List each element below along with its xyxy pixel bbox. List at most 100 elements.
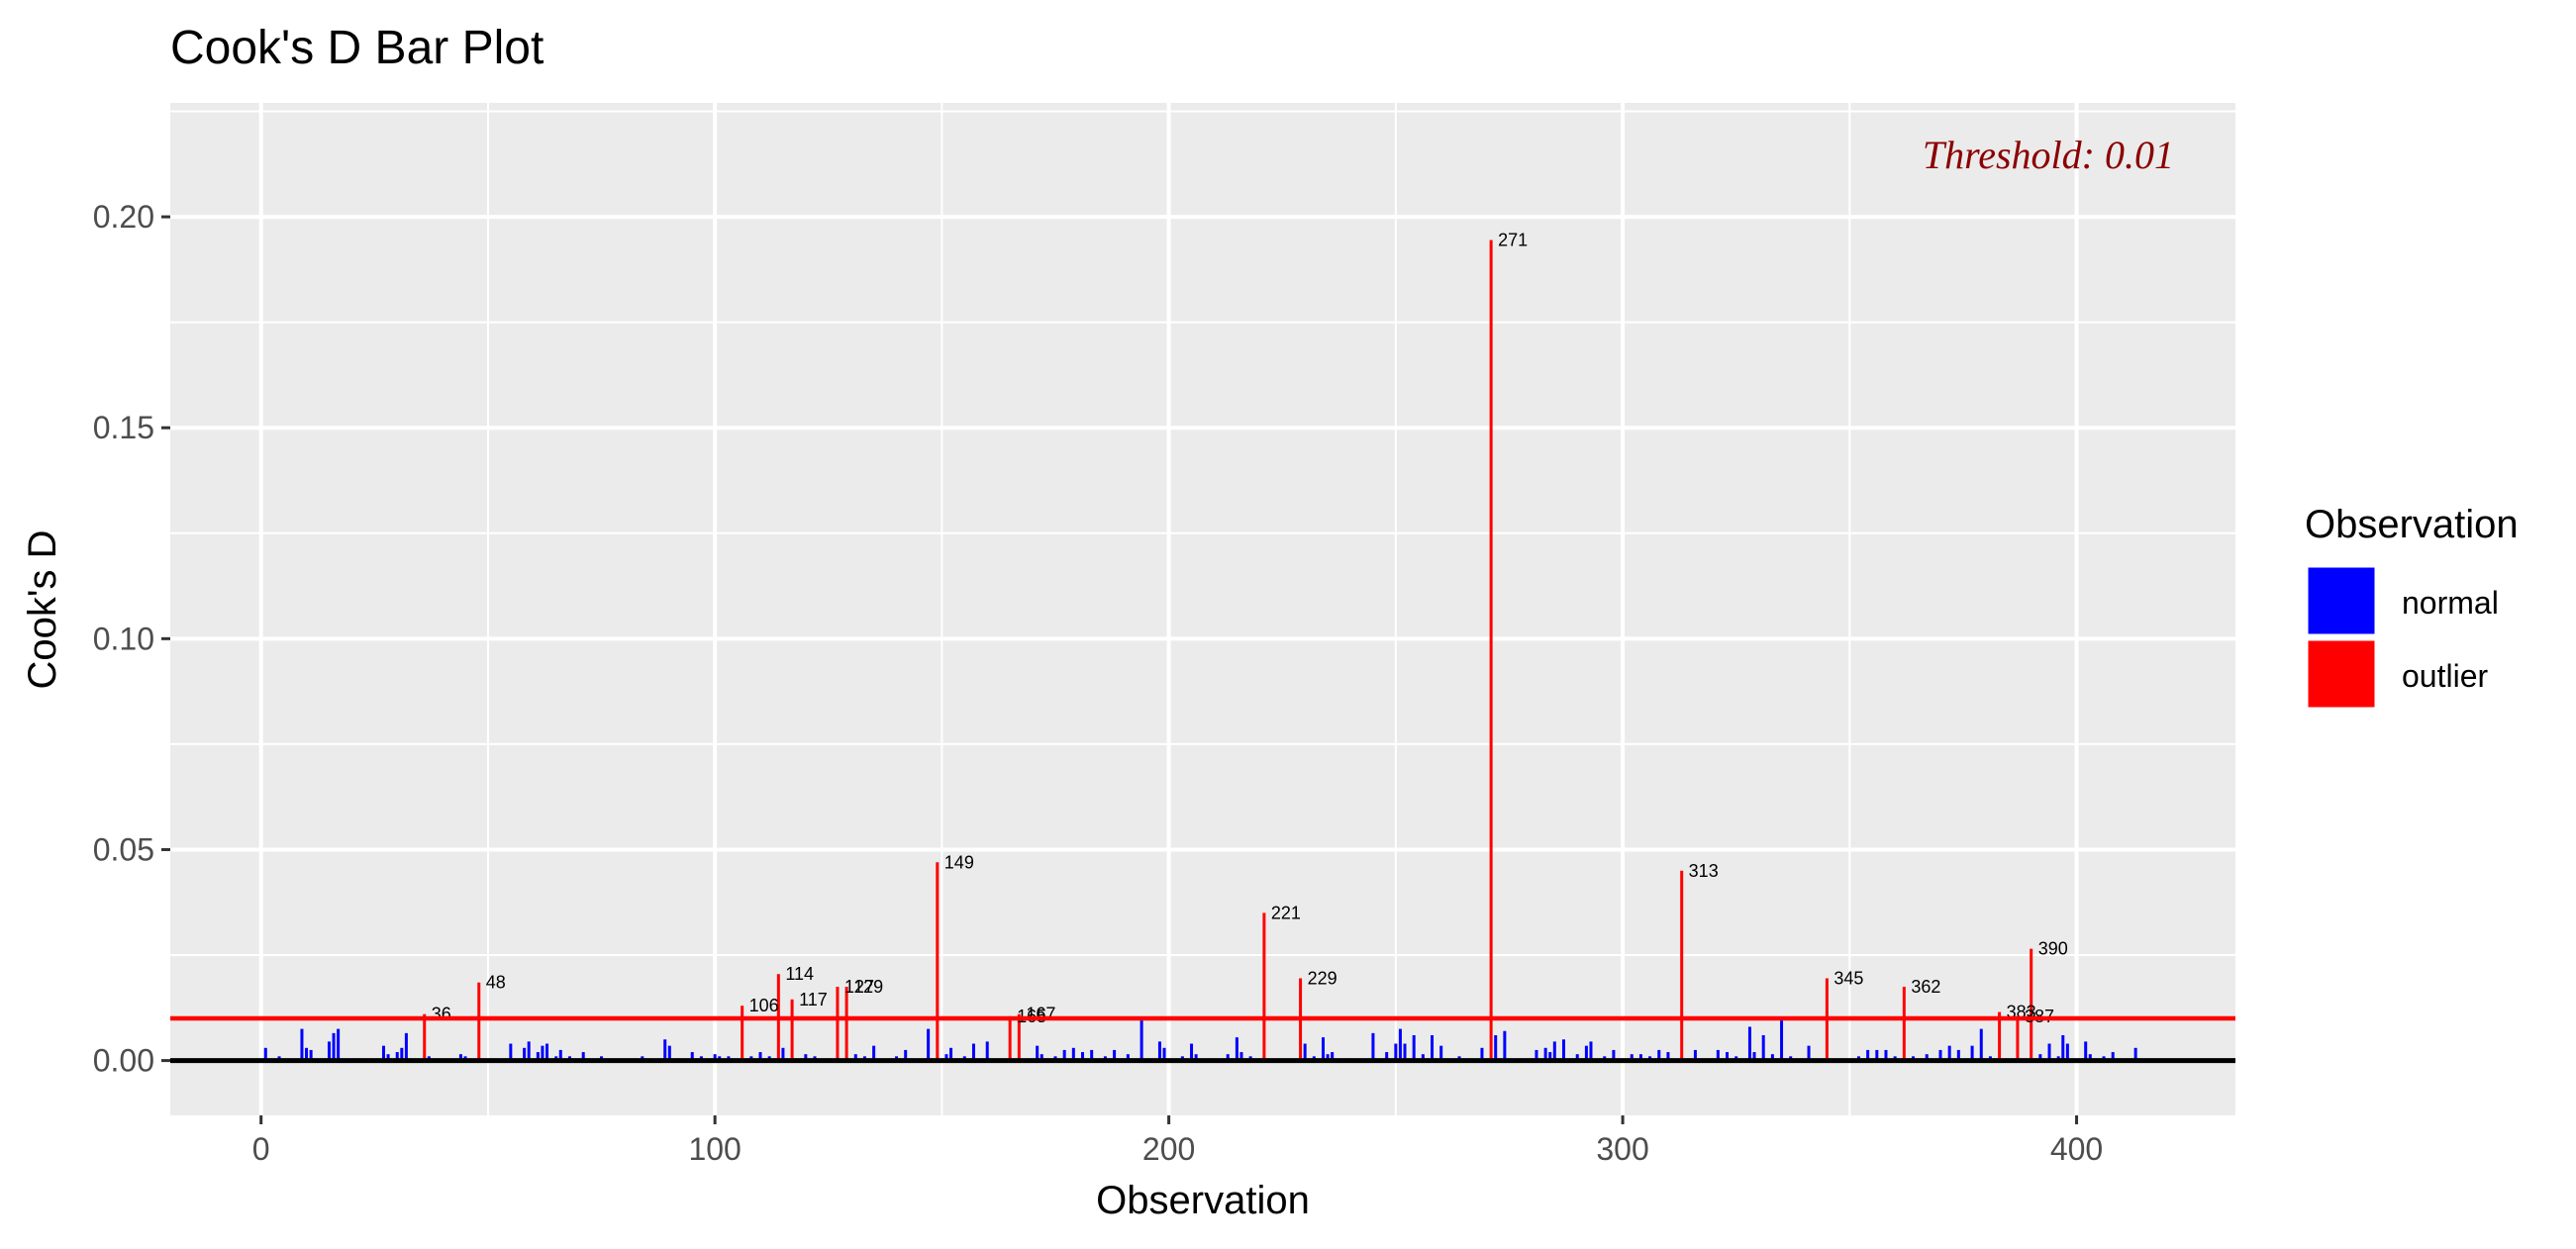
normal-bar: [804, 1054, 808, 1061]
normal-bar: [1157, 1041, 1161, 1061]
normal-bar: [2111, 1052, 2115, 1061]
outlier-bar-label: 390: [2038, 939, 2068, 959]
normal-bar: [1385, 1052, 1389, 1061]
threshold-annotation: Threshold: 0.01: [1923, 133, 2174, 177]
outlier-bar-label: 345: [1833, 968, 1863, 988]
legend-swatch-outlier: [2305, 637, 2378, 711]
normal-bar: [904, 1049, 908, 1061]
normal-bar: [927, 1028, 931, 1061]
normal-bar: [1239, 1052, 1243, 1061]
normal-bar: [581, 1052, 585, 1061]
outlier-bar-label: 117: [799, 990, 828, 1009]
legend-swatch-normal: [2305, 564, 2378, 637]
normal-bars: [263, 1020, 2137, 1061]
legend: Observation normal outlier: [2305, 503, 2519, 711]
normal-bar: [545, 1043, 549, 1061]
normal-bar: [1503, 1030, 1507, 1061]
y-axis-title: Cook's D: [21, 529, 64, 689]
normal-bar: [1326, 1054, 1330, 1061]
normal-bar: [1543, 1047, 1547, 1061]
normal-bar: [1752, 1052, 1756, 1061]
normal-bar: [1884, 1049, 1888, 1061]
normal-bar: [1394, 1043, 1398, 1061]
normal-bar: [2084, 1041, 2088, 1061]
outlier-bar-label: 229: [1308, 968, 1338, 988]
outlier-bar-label: 313: [1689, 861, 1719, 881]
normal-bar: [2065, 1043, 2069, 1061]
normal-bar: [1947, 1045, 1951, 1061]
normal-bar: [523, 1047, 527, 1061]
normal-bar: [1321, 1037, 1325, 1061]
normal-bar: [971, 1043, 975, 1061]
outlier-bar: [1017, 1013, 1021, 1061]
normal-bar: [853, 1054, 857, 1061]
y-tick-label: 0.20: [93, 199, 154, 235]
normal-bar: [1956, 1049, 1960, 1061]
normal-bar: [1226, 1054, 1230, 1061]
normal-bar: [1190, 1043, 1194, 1061]
normal-bar: [541, 1045, 545, 1061]
normal-bar: [1979, 1028, 1983, 1061]
outlier-bar: [741, 1006, 744, 1061]
normal-bar: [1589, 1041, 1593, 1061]
normal-bar: [1575, 1054, 1579, 1061]
outlier-bar-label: 114: [785, 964, 814, 984]
outlier-bar-label: 221: [1271, 903, 1301, 922]
normal-bar: [337, 1028, 341, 1061]
outlier-bar: [1902, 986, 1906, 1061]
normal-bar: [1303, 1043, 1307, 1061]
normal-bar: [509, 1043, 513, 1061]
y-tick-label: 0.10: [93, 621, 154, 656]
outlier-bar: [2016, 1015, 2020, 1061]
normal-bar: [1412, 1035, 1416, 1061]
normal-bar: [1561, 1039, 1565, 1061]
normal-bar: [781, 1047, 785, 1061]
normal-bar: [1938, 1049, 1942, 1061]
normal-bar: [2133, 1047, 2137, 1061]
grid-minor: [170, 103, 2235, 1115]
normal-bar: [1761, 1035, 1765, 1061]
normal-bar: [1747, 1026, 1751, 1061]
outlier-bar-label: 362: [1911, 977, 1940, 997]
normal-bar: [1036, 1045, 1040, 1061]
normal-bar: [1612, 1049, 1616, 1061]
normal-bar: [1062, 1049, 1066, 1061]
x-axis-ticks: 0 100 200 300 400: [252, 1115, 2103, 1167]
grid-major: [170, 103, 2235, 1115]
outlier-bar: [836, 986, 840, 1061]
normal-bar: [395, 1052, 399, 1061]
normal-bar: [1638, 1054, 1642, 1061]
normal-bar: [1439, 1045, 1443, 1061]
normal-bar: [400, 1047, 404, 1061]
y-tick-label: 0.00: [93, 1043, 154, 1079]
chart-title: Cook's D Bar Plot: [170, 22, 544, 74]
outlier-bar-label: 106: [749, 996, 779, 1015]
normal-bar: [1726, 1052, 1730, 1061]
normal-bar: [2047, 1043, 2051, 1061]
normal-bar: [1552, 1041, 1556, 1061]
normal-bar: [1421, 1054, 1425, 1061]
outlier-bar-label: 48: [486, 973, 506, 993]
normal-bar: [1716, 1049, 1720, 1061]
legend-title: Observation: [2305, 503, 2519, 546]
outlier-bar: [1008, 1015, 1012, 1061]
normal-bar: [1162, 1047, 1166, 1061]
outlier-bar: [1489, 240, 1493, 1061]
normal-bar: [985, 1041, 989, 1061]
normal-bar: [2061, 1035, 2065, 1061]
normal-bar: [1194, 1054, 1198, 1061]
normal-bar: [263, 1047, 267, 1061]
normal-bar: [536, 1052, 540, 1061]
normal-bar: [1657, 1049, 1661, 1061]
outlier-bar: [790, 999, 794, 1061]
x-axis-title: Observation: [1096, 1179, 1310, 1222]
outlier-bar: [1998, 1011, 2002, 1061]
normal-bar: [332, 1032, 336, 1061]
normal-bar: [1548, 1052, 1552, 1061]
outlier-bar: [423, 1013, 427, 1061]
normal-bar: [1126, 1054, 1130, 1061]
legend-label-outlier: outlier: [2402, 658, 2489, 694]
normal-bar: [944, 1054, 948, 1061]
normal-bar: [1431, 1035, 1435, 1061]
x-tick-label: 0: [252, 1131, 270, 1167]
